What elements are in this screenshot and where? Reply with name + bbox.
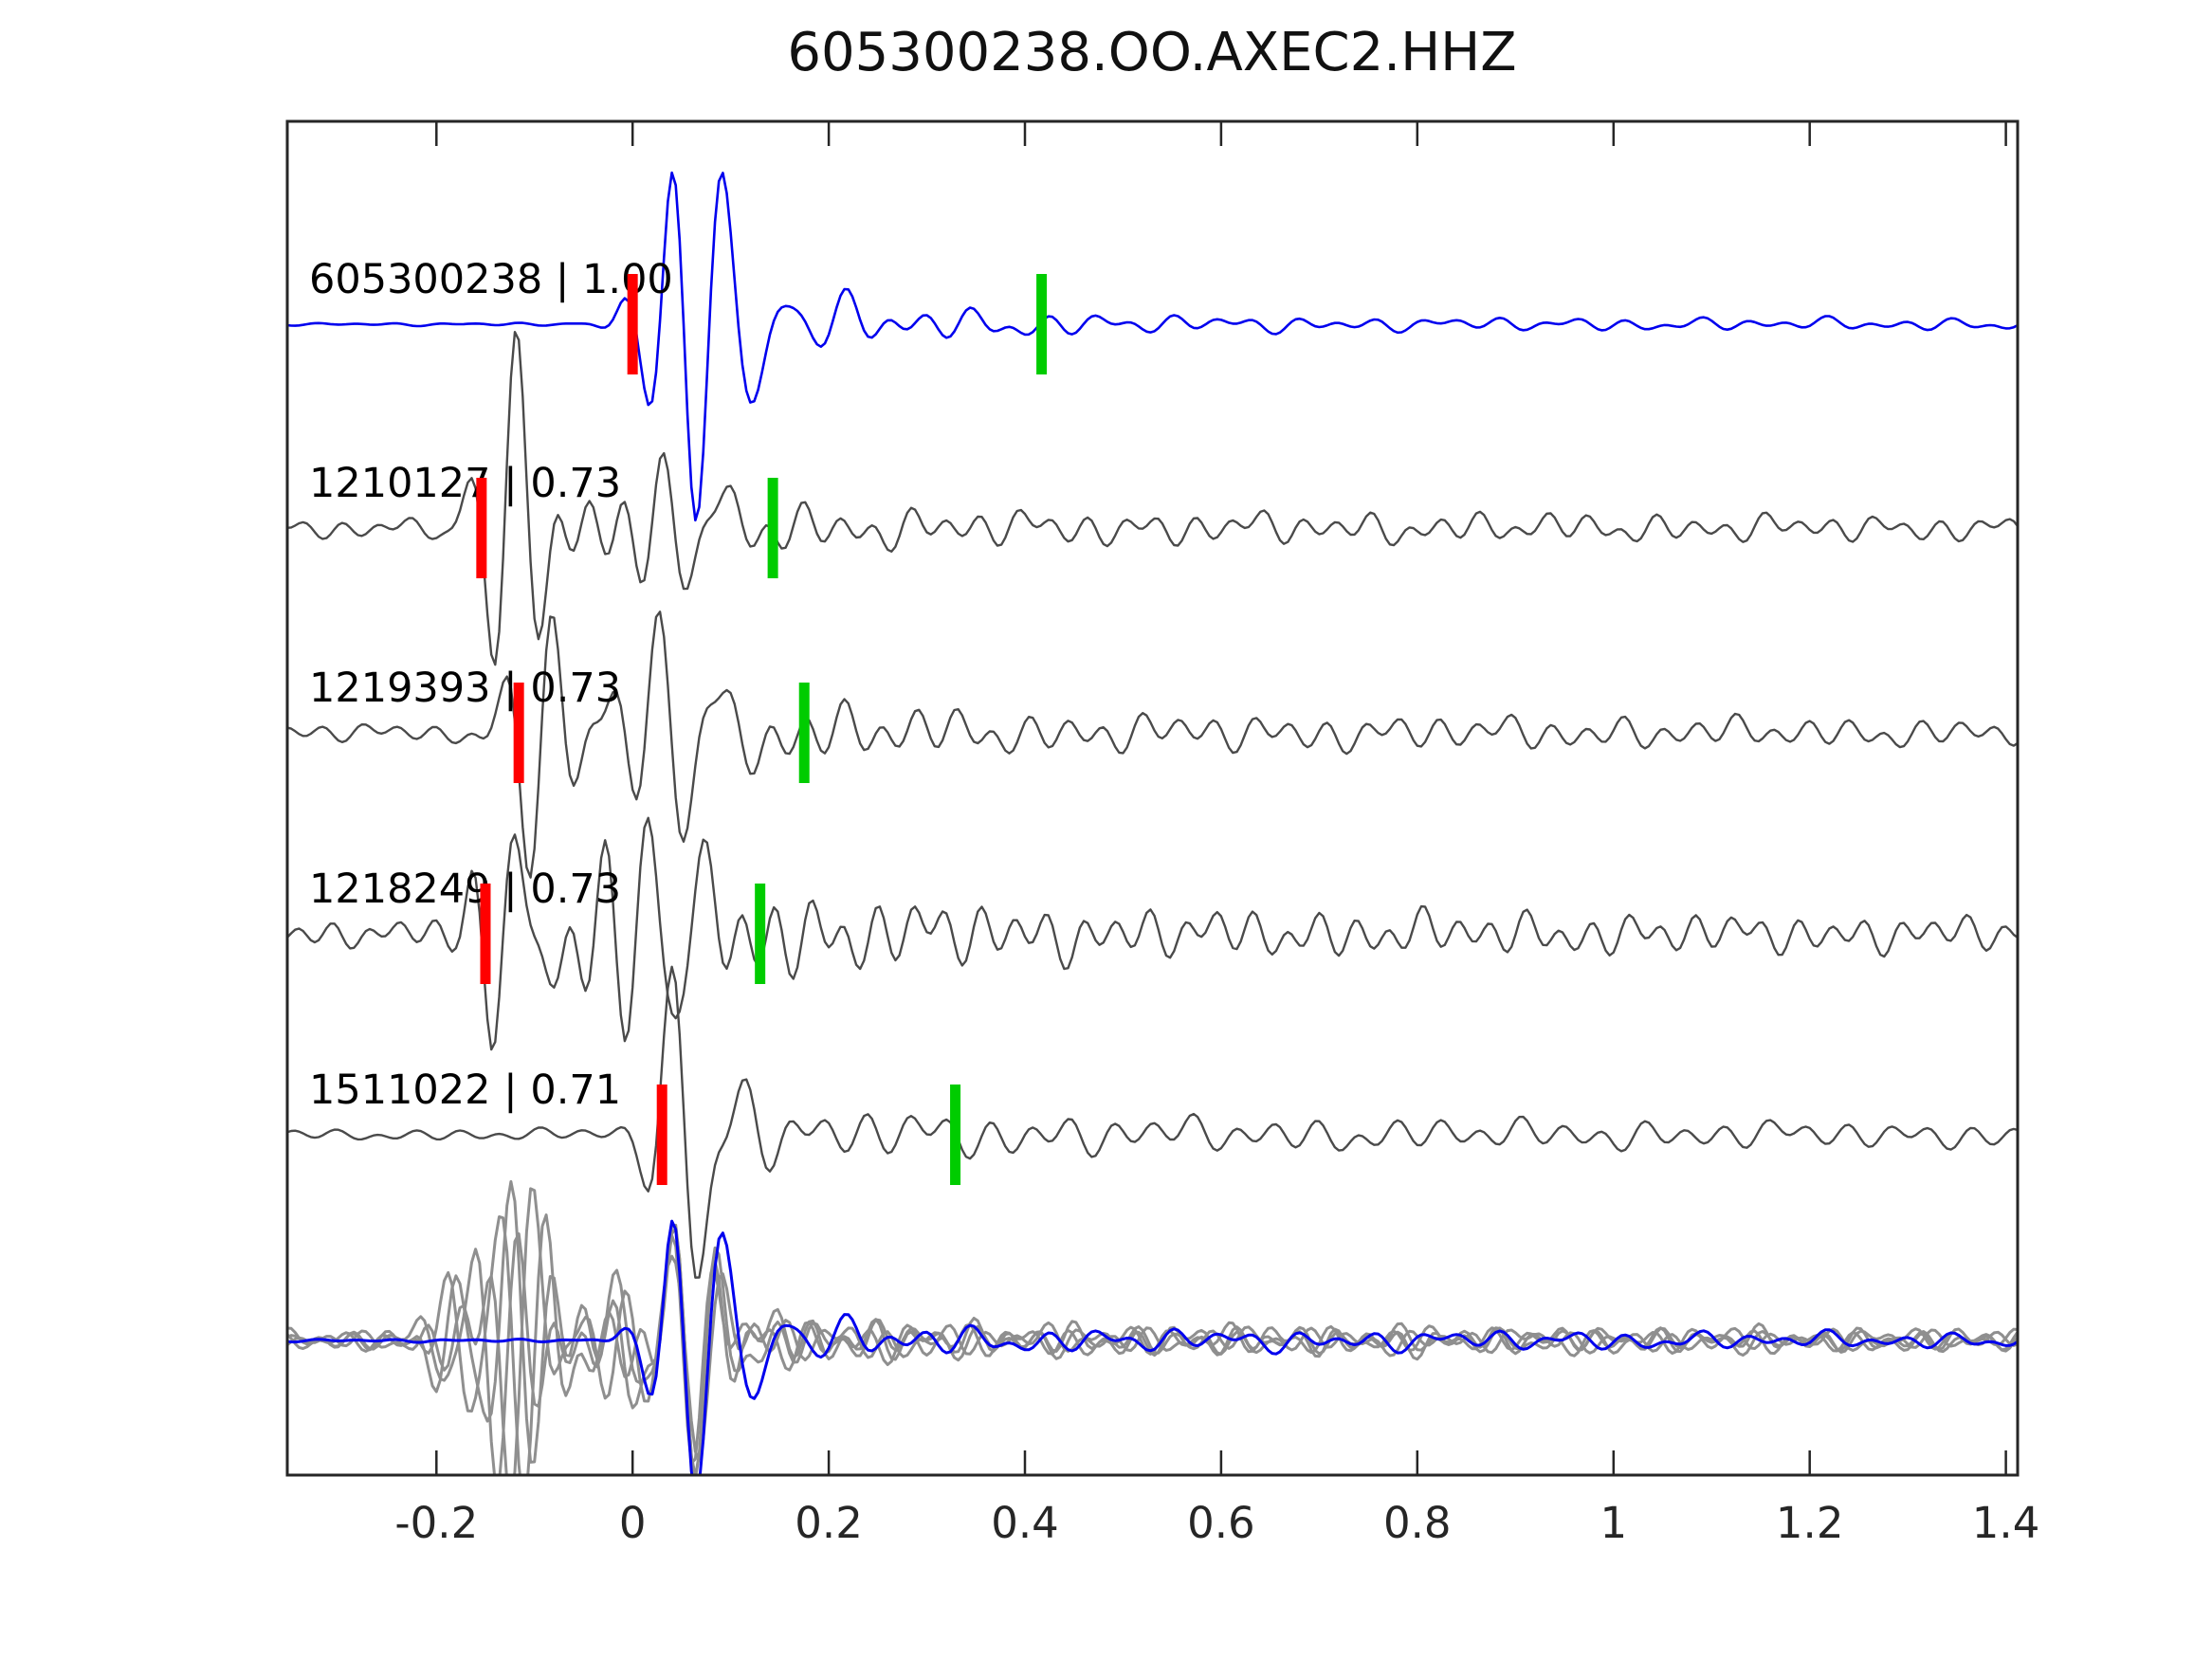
red-pick-marker-1219393 [513, 683, 524, 783]
red-pick-marker-1511022 [656, 1085, 667, 1185]
trace-label-1210127: 1210127 | 0.73 [309, 460, 621, 507]
x-axis-tick-labels: -0.2 0 0.2 0.4 0.6 0.8 1 1.2 1.4 [394, 1498, 2039, 1548]
pick-markers [476, 274, 1048, 1185]
trace-label-1218249: 1218249 | 0.73 [309, 866, 621, 913]
x-tick-label: 0.6 [1187, 1498, 1255, 1548]
overlay-gray-waveform [287, 1213, 2018, 1475]
waveform-1511022 [287, 965, 2018, 1279]
waveform-605300238 [287, 171, 2018, 522]
waveform-1210127 [287, 331, 2018, 666]
red-pick-marker-605300238 [627, 274, 638, 374]
x-tick-label: 0 [619, 1498, 647, 1548]
trace-label-1511022: 1511022 | 0.71 [309, 1066, 621, 1114]
waveform-traces [287, 171, 2018, 1475]
overlay-template-waveform [287, 1219, 2018, 1475]
green-pick-marker-1511022 [950, 1085, 961, 1185]
x-tick-label: 0.2 [795, 1498, 863, 1548]
waveform-1218249 [287, 816, 2018, 1051]
trace-labels: 605300238 | 1.00 1210127 | 0.73 1219393 | … [309, 256, 673, 1114]
plot-title: 605300238.OO.AXEC2.HHZ [787, 22, 1516, 83]
green-pick-marker-1219393 [798, 683, 810, 783]
x-tick-label: 0.8 [1383, 1498, 1452, 1548]
x-tick-label: -0.2 [394, 1498, 478, 1548]
x-tick-label: 1.2 [1776, 1498, 1844, 1548]
green-pick-marker-1210127 [767, 478, 778, 578]
plot-border [285, 119, 2020, 1477]
x-tick-label: 1 [1600, 1498, 1627, 1548]
red-pick-marker-1218249 [480, 884, 491, 984]
trace-label-1219393: 1219393 | 0.73 [309, 665, 621, 712]
green-pick-marker-605300238 [1036, 274, 1048, 374]
x-tick-label: 1.4 [1972, 1498, 2040, 1548]
green-pick-marker-1218249 [755, 884, 766, 984]
waveform-1219393 [287, 611, 2018, 879]
red-pick-marker-1210127 [476, 478, 487, 578]
x-axis-ticks [435, 121, 2007, 1475]
trace-label-605300238: 605300238 | 1.00 [309, 256, 673, 303]
overlay-gray-waveform [287, 1187, 2018, 1475]
x-tick-label: 0.4 [991, 1498, 1059, 1548]
